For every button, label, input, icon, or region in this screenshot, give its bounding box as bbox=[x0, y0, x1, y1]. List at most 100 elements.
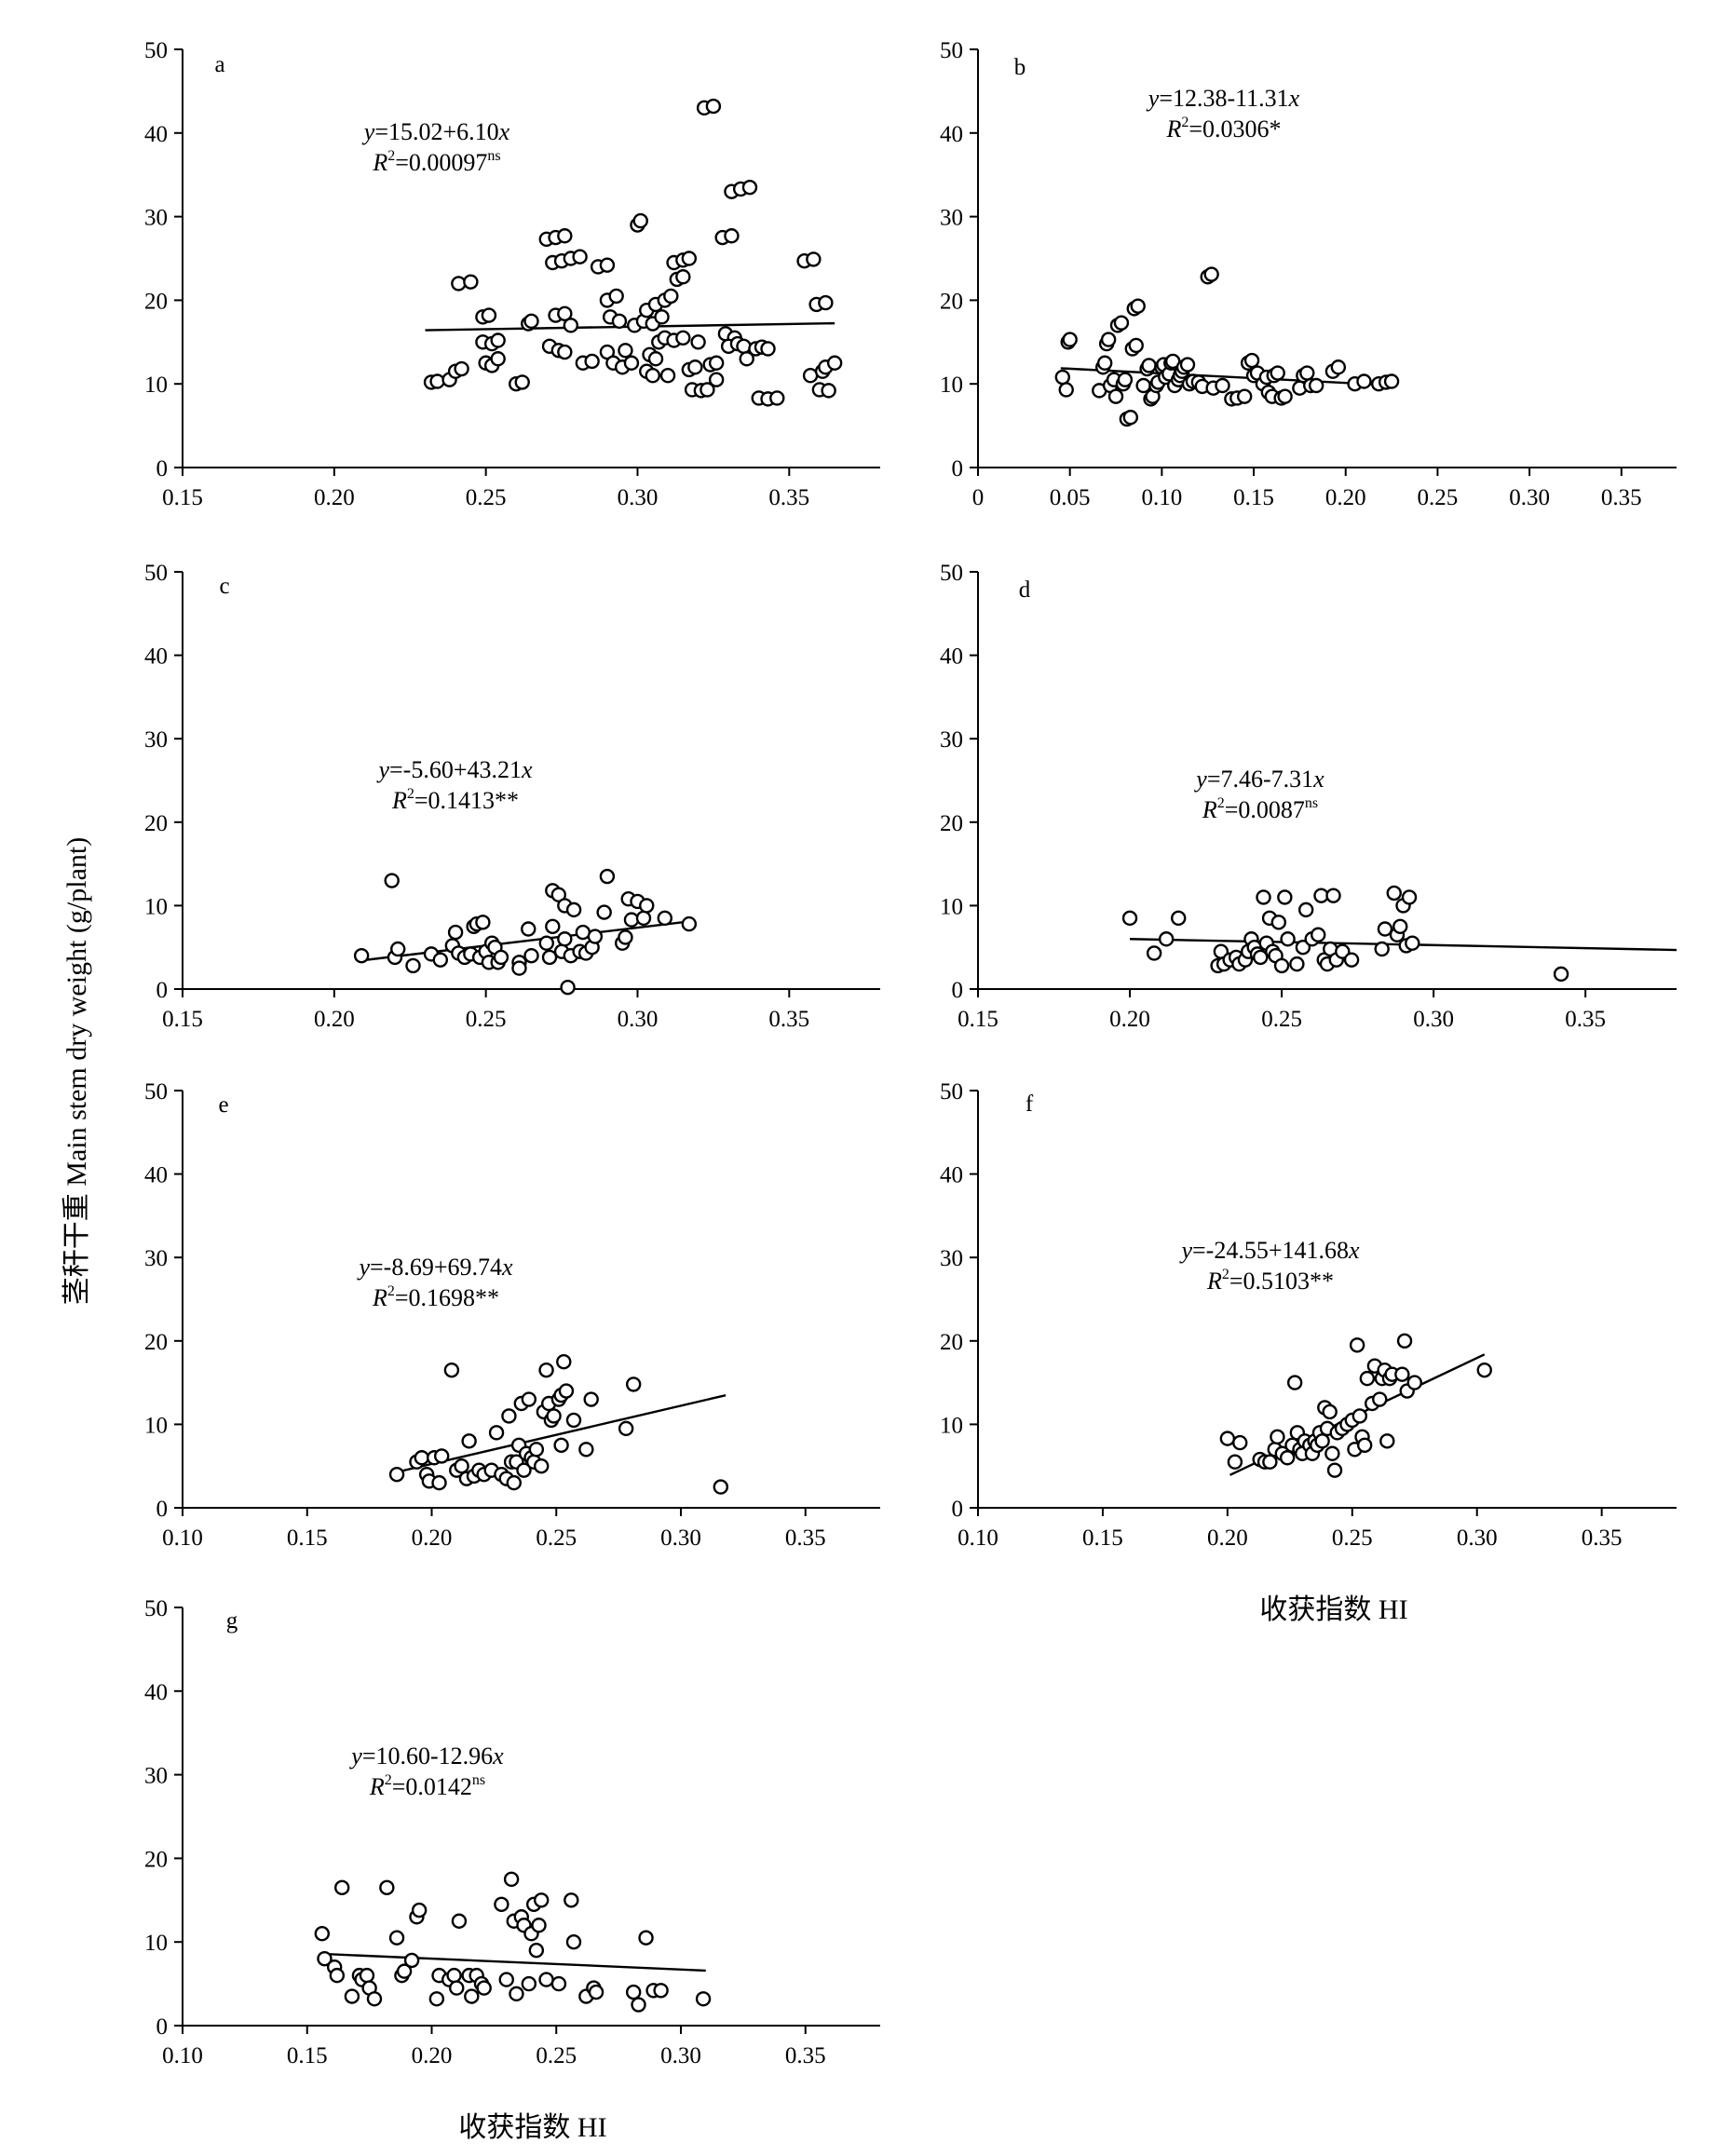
data-point bbox=[359, 1967, 375, 1984]
regression-line bbox=[1060, 367, 1392, 386]
data-point bbox=[618, 1420, 634, 1437]
x-tick-label: 0.25 bbox=[536, 2043, 577, 2068]
y-tick-label: 40 bbox=[144, 1163, 168, 1188]
data-point bbox=[1062, 332, 1078, 347]
data-point bbox=[451, 1913, 468, 1929]
data-point bbox=[344, 1988, 360, 2004]
data-point bbox=[1553, 966, 1569, 983]
data-point bbox=[1236, 388, 1253, 404]
data-point bbox=[528, 1942, 545, 1959]
x-tick-label: 0.25 bbox=[1418, 485, 1459, 510]
regression-equation: y=15.02+6.10x bbox=[361, 118, 510, 145]
y-tick-label: 20 bbox=[144, 1330, 168, 1355]
y-tick-label: 20 bbox=[940, 289, 963, 314]
data-point bbox=[494, 1896, 509, 1912]
data-point bbox=[1117, 372, 1134, 387]
data-point bbox=[1262, 1454, 1278, 1470]
data-point bbox=[528, 1442, 545, 1458]
data-point bbox=[379, 1879, 395, 1896]
data-point bbox=[546, 1408, 562, 1424]
panel-label: e bbox=[218, 1092, 228, 1118]
data-point bbox=[449, 1980, 465, 1996]
data-point bbox=[681, 915, 698, 932]
x-tick-label: 0.10 bbox=[958, 1525, 998, 1551]
y-tick-label: 40 bbox=[940, 1163, 963, 1188]
panel-g: 0 10 20 30 40 50 0.10 0.15 0.20 0.25 0.30 0.35 g y=10… bbox=[144, 1596, 880, 2068]
y-tick-label: 30 bbox=[144, 1246, 168, 1271]
y-tick-label: 20 bbox=[144, 1847, 168, 1872]
data-point bbox=[821, 383, 836, 399]
panel-label: c bbox=[219, 574, 229, 599]
data-point bbox=[506, 1474, 522, 1491]
x-tick-label: 0.15 bbox=[162, 485, 203, 510]
data-point bbox=[713, 1479, 728, 1495]
r-squared: R2=0.0087ns bbox=[1202, 795, 1318, 823]
data-point bbox=[411, 1902, 428, 1919]
data-point bbox=[1219, 1431, 1236, 1446]
data-point bbox=[557, 931, 573, 947]
panel-label: d bbox=[1019, 577, 1031, 603]
data-point bbox=[403, 1952, 420, 1969]
data-point bbox=[534, 1892, 550, 1908]
data-point bbox=[653, 1983, 669, 1999]
data-point bbox=[481, 307, 497, 323]
y-tick-label: 10 bbox=[940, 894, 963, 919]
data-point bbox=[639, 898, 655, 914]
data-point bbox=[1383, 373, 1400, 389]
data-point bbox=[1322, 1403, 1338, 1420]
data-point bbox=[1179, 357, 1196, 373]
x-tick-label: 0.15 bbox=[958, 1007, 998, 1032]
data-point bbox=[1273, 957, 1290, 974]
data-point bbox=[503, 1871, 520, 1888]
y-tick-label: 30 bbox=[144, 727, 168, 753]
regression-equation: y=-24.55+141.68x bbox=[1178, 1237, 1360, 1264]
data-point bbox=[1330, 359, 1347, 375]
data-point bbox=[608, 288, 624, 305]
data-point bbox=[1121, 910, 1138, 927]
y-tick-label: 20 bbox=[144, 289, 168, 314]
y-tick-label: 30 bbox=[144, 206, 168, 231]
data-point bbox=[708, 372, 725, 387]
regression-equation: y=7.46-7.31x bbox=[1193, 766, 1324, 793]
data-point bbox=[708, 355, 725, 371]
data-point bbox=[623, 355, 640, 371]
data-point bbox=[806, 251, 822, 267]
data-point bbox=[488, 1425, 505, 1441]
data-point bbox=[1379, 1433, 1395, 1449]
data-point bbox=[534, 1458, 550, 1474]
data-point bbox=[1243, 352, 1260, 369]
data-point bbox=[464, 1988, 480, 2004]
data-point bbox=[501, 1408, 517, 1424]
data-point bbox=[521, 1391, 537, 1407]
x-tick-label: 0.25 bbox=[466, 1007, 507, 1032]
data-point bbox=[498, 1972, 514, 1987]
r-squared: R2=0.0306* bbox=[1165, 115, 1281, 142]
data-point bbox=[736, 338, 752, 354]
data-point bbox=[447, 924, 464, 941]
data-point bbox=[556, 1353, 572, 1370]
data-point bbox=[583, 1391, 599, 1407]
data-point bbox=[663, 288, 679, 305]
panels-group: 0 10 20 30 40 50 0.15 0.20 0.25 0.30 0.35 a y=15.02+… bbox=[144, 38, 1677, 2068]
regression-line bbox=[394, 1393, 727, 1474]
y-tick-label: 40 bbox=[144, 122, 168, 147]
data-point bbox=[1372, 1391, 1388, 1407]
y-tick-label: 0 bbox=[156, 978, 169, 1003]
data-point bbox=[690, 334, 706, 350]
regression-equation: y=-8.69+69.74x bbox=[356, 1254, 513, 1281]
data-point bbox=[1270, 365, 1285, 381]
x-tick-label: 0.15 bbox=[287, 2043, 328, 2068]
data-point bbox=[384, 873, 400, 888]
data-point bbox=[396, 1963, 413, 1979]
panel-d: 0 10 20 30 40 50 0.15 0.20 0.25 0.30 0.35 d y=7.46-7… bbox=[940, 561, 1677, 1032]
data-point bbox=[521, 1975, 537, 1992]
data-point bbox=[1277, 889, 1293, 905]
y-tick-label: 0 bbox=[156, 1497, 169, 1522]
data-point bbox=[523, 313, 539, 330]
x-tick-label: 0.15 bbox=[1233, 485, 1274, 510]
y-tick-label: 10 bbox=[144, 894, 168, 919]
x-tick-label: 0.20 bbox=[1207, 1525, 1248, 1551]
data-point bbox=[769, 390, 785, 406]
data-point bbox=[705, 98, 722, 115]
data-point bbox=[490, 332, 506, 348]
